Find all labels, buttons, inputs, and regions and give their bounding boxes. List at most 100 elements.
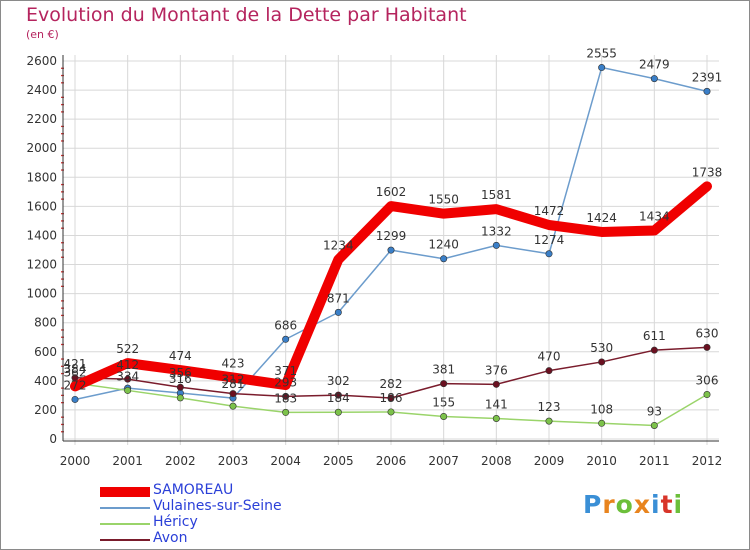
- data-label: 376: [485, 363, 508, 377]
- chart-unit-label: (en €): [26, 28, 59, 41]
- data-label: 611: [643, 329, 666, 343]
- x-tick-label: 2001: [112, 454, 143, 468]
- grid-lines: [63, 55, 719, 445]
- y-tick-label: 1800: [26, 170, 57, 184]
- data-point: [334, 308, 342, 316]
- proxiti-logo: Proxiti: [583, 490, 683, 519]
- data-point: [703, 343, 711, 351]
- line-chart: 0 200 400 600 800 1000 1200 1400 1600 1800 2000 220…: [26, 47, 723, 468]
- data-label: 2479: [639, 58, 670, 72]
- logo-letter: x: [633, 490, 651, 519]
- data-label: 141: [485, 398, 508, 412]
- data-point: [545, 417, 553, 425]
- data-label: 108: [590, 402, 613, 416]
- x-tick-label: 2008: [481, 454, 512, 468]
- y-tick-label: 2000: [26, 141, 57, 155]
- data-label: 282: [380, 377, 403, 391]
- data-label: 183: [274, 391, 297, 405]
- logo-letter: i: [651, 490, 661, 519]
- data-label: 1602: [376, 185, 407, 199]
- data-label: 123: [538, 400, 561, 414]
- data-point: [387, 246, 395, 254]
- data-point: [229, 402, 237, 410]
- data-label: 1738: [692, 165, 723, 179]
- x-tick-label: 2007: [428, 454, 459, 468]
- data-point: [387, 408, 395, 416]
- data-point: [282, 392, 290, 400]
- data-point: [124, 386, 132, 394]
- legend-label: Vulaines-sur-Seine: [153, 498, 282, 514]
- data-label: 1434: [639, 210, 670, 224]
- y-tick-label: 200: [34, 403, 57, 417]
- logo-letter: P: [583, 490, 603, 519]
- data-label: 2555: [586, 47, 617, 61]
- data-label: 334: [116, 369, 139, 383]
- data-label: 474: [169, 349, 192, 363]
- data-label: 871: [327, 291, 350, 305]
- y-tick-label: 1600: [26, 199, 57, 213]
- data-point: [650, 75, 658, 83]
- x-tick-label: 2011: [639, 454, 670, 468]
- data-label: 384: [64, 362, 87, 376]
- y-tick-label: 1000: [26, 287, 57, 301]
- data-label: 186: [380, 391, 403, 405]
- legend-swatch: [100, 523, 150, 525]
- axes: 0 200 400 600 800 1000 1200 1400 1600 1800 2000 220…: [26, 54, 722, 468]
- logo-letter: i: [673, 490, 684, 519]
- data-label: 1550: [428, 193, 459, 207]
- data-point: [334, 408, 342, 416]
- logo-letter: t: [660, 490, 674, 519]
- x-tick-label: 2005: [323, 454, 354, 468]
- data-point: [334, 391, 342, 399]
- data-point: [545, 367, 553, 375]
- data-label: 1424: [586, 211, 617, 225]
- x-tick-label: 2010: [586, 454, 617, 468]
- data-point: [598, 64, 606, 72]
- data-label: 1240: [428, 238, 459, 252]
- y-tick-label: 600: [34, 345, 57, 359]
- data-label: 522: [116, 342, 139, 356]
- data-point: [176, 383, 184, 391]
- data-point: [440, 255, 448, 263]
- data-label: 1332: [481, 224, 512, 238]
- data-point: [703, 87, 711, 95]
- x-tick-label: 2003: [218, 454, 249, 468]
- x-tick-label: 2006: [376, 454, 407, 468]
- data-point: [229, 390, 237, 398]
- data-point: [387, 394, 395, 402]
- data-point: [440, 380, 448, 388]
- data-label: 630: [696, 326, 719, 340]
- legend-label: SAMOREAU: [153, 482, 234, 498]
- data-label: 302: [327, 374, 350, 388]
- data-point: [492, 380, 500, 388]
- data-point: [703, 391, 711, 399]
- x-tick-label: 2004: [270, 454, 301, 468]
- data-point: [650, 346, 658, 354]
- legend-item: Héricy: [100, 514, 360, 532]
- data-label: 1299: [376, 229, 407, 243]
- data-point: [282, 335, 290, 343]
- data-label: 1581: [481, 188, 512, 202]
- legend-label: Héricy: [153, 514, 198, 530]
- x-tick-label: 2000: [60, 454, 91, 468]
- data-label: 686: [274, 318, 297, 332]
- data-label: 293: [274, 375, 297, 389]
- data-point: [598, 419, 606, 427]
- legend-item: SAMOREAU: [100, 482, 360, 500]
- legend-item: Vulaines-sur-Seine: [100, 498, 360, 516]
- data-label: 371: [274, 364, 297, 378]
- data-label: 272: [64, 378, 87, 392]
- series-line-0: [70, 181, 712, 392]
- chart-title: Evolution du Montant de la Dette par Hab…: [26, 4, 467, 26]
- data-label: 281: [222, 377, 245, 391]
- data-label: 362: [64, 365, 87, 379]
- legend-swatch: [100, 539, 150, 541]
- data-label: 1274: [534, 233, 565, 247]
- x-tick-label: 2009: [534, 454, 565, 468]
- data-label: 412: [116, 358, 139, 372]
- data-point: [492, 241, 500, 249]
- data-label: 423: [222, 357, 245, 371]
- data-point: [176, 394, 184, 402]
- data-point: [598, 358, 606, 366]
